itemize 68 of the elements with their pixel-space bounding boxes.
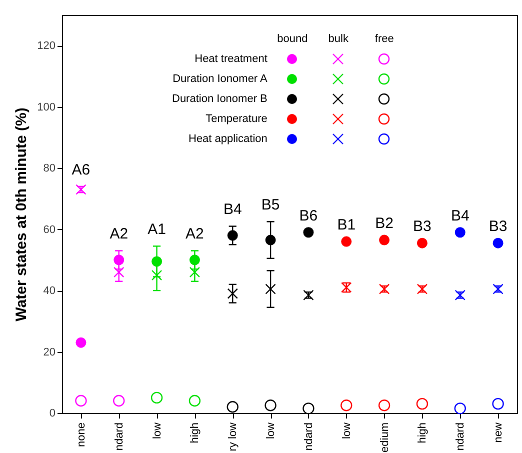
annotation: bulk	[327, 32, 350, 47]
point	[114, 254, 124, 266]
legend-label: Duration Ionomer B	[172, 92, 268, 107]
annotation: B2	[375, 215, 394, 232]
point	[188, 394, 201, 407]
point	[264, 400, 276, 412]
point	[492, 398, 504, 410]
point	[454, 402, 466, 414]
y-axis-title: Water states at 0th minute (%)	[13, 108, 30, 322]
point	[378, 400, 390, 412]
legend-label: Heat application	[188, 132, 268, 147]
x-tick-label: high	[189, 422, 202, 444]
legend-label: Temperature	[204, 112, 268, 127]
x-tick-label: none	[75, 422, 88, 447]
annotation: A2	[186, 226, 204, 243]
x-tick-label: edium	[378, 422, 391, 452]
x-tick-label: ndard	[113, 422, 126, 451]
annotation: A1	[148, 221, 166, 238]
annotation: B1	[337, 216, 356, 234]
x-tick-label: high	[416, 422, 429, 444]
point	[227, 288, 238, 299]
annotation: A2	[110, 226, 128, 243]
point	[379, 234, 390, 246]
point	[113, 394, 125, 407]
point	[76, 337, 86, 348]
x-tick-label: low	[265, 422, 278, 440]
annotation: B3	[488, 218, 508, 236]
point	[492, 238, 504, 248]
x-tick-label: ndard	[454, 422, 467, 451]
point	[303, 227, 314, 238]
point	[189, 266, 200, 278]
point	[416, 398, 428, 410]
point	[265, 284, 276, 294]
point	[302, 402, 314, 414]
point	[265, 234, 276, 246]
point	[189, 254, 200, 266]
y-tick-label: 120	[37, 40, 56, 52]
y-tick-label: 60	[43, 224, 56, 236]
y-tick-label: 20	[43, 346, 56, 358]
y-tick-label: 100	[37, 101, 56, 114]
point	[114, 266, 124, 278]
point	[416, 238, 428, 248]
point	[226, 401, 238, 413]
point	[150, 392, 163, 404]
x-tick-label: new	[492, 422, 505, 443]
legend-label: Duration Ionomer A	[172, 72, 268, 87]
point	[151, 270, 162, 281]
point	[340, 400, 352, 412]
annotation: B3	[413, 218, 432, 236]
point	[454, 227, 466, 238]
x-tick-label: low	[340, 422, 353, 440]
legend-label: Heat treatment	[194, 52, 268, 67]
annotation: B6	[299, 207, 318, 224]
point	[341, 236, 352, 247]
annotation: B4	[450, 207, 470, 224]
y-tick-label: 40	[43, 285, 56, 298]
y-tick-label: 0	[49, 408, 56, 420]
annotation: free	[374, 32, 395, 47]
y-tick-label: 80	[43, 162, 56, 175]
x-tick-label: ry low	[227, 422, 240, 452]
point	[75, 394, 87, 407]
annotation: A6	[72, 161, 90, 178]
annotation: B5	[261, 196, 280, 214]
x-tick-label: low	[151, 422, 164, 440]
annotation: B4	[223, 201, 242, 218]
point	[227, 230, 238, 241]
x-tick-label: ndard	[302, 422, 315, 451]
annotation: bound	[276, 32, 309, 47]
